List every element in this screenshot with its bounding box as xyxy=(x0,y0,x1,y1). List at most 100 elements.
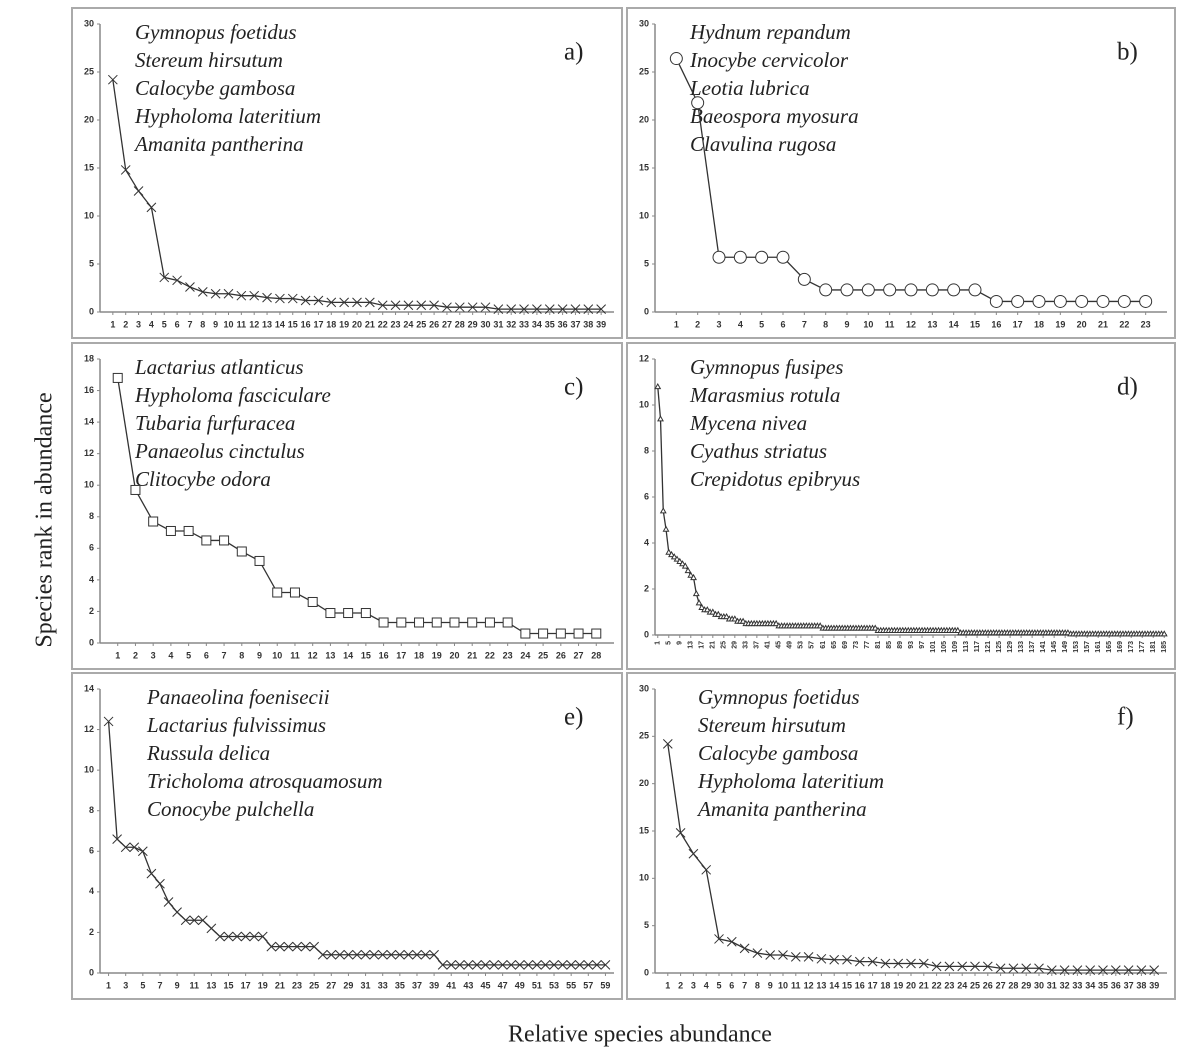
x-tick-label: 35 xyxy=(1098,980,1108,990)
x-tick-label: 36 xyxy=(1111,980,1121,990)
marker xyxy=(726,936,737,947)
x-tick-label: 137 xyxy=(1029,641,1036,653)
y-tick-label: 20 xyxy=(639,778,649,788)
x-tick-label: 141 xyxy=(1040,641,1047,653)
y-tick-label: 20 xyxy=(84,114,94,124)
marker xyxy=(262,292,272,303)
species-name: Gymnopus foetidus xyxy=(135,20,297,44)
marker xyxy=(540,960,551,970)
marker xyxy=(172,275,182,286)
marker xyxy=(189,915,200,926)
x-tick-label: 25 xyxy=(721,641,728,649)
marker xyxy=(396,617,407,628)
x-tick-label: 37 xyxy=(570,319,580,329)
x-tick-label: 18 xyxy=(326,319,336,329)
x-tick-label: 23 xyxy=(503,650,513,660)
x-tick-label: 14 xyxy=(275,319,285,329)
x-tick-label: 105 xyxy=(941,641,948,653)
x-tick-label: 9 xyxy=(213,319,218,329)
marker xyxy=(416,300,427,311)
x-tick-label: 13 xyxy=(206,980,216,990)
marker xyxy=(163,897,174,907)
x-tick-label: 20 xyxy=(449,650,459,660)
x-tick-label: 41 xyxy=(765,641,772,649)
x-tick-label: 29 xyxy=(1021,980,1031,990)
x-tick-label: 39 xyxy=(1149,980,1159,990)
marker xyxy=(215,931,225,942)
marker xyxy=(257,931,268,942)
marker xyxy=(467,302,478,313)
marker xyxy=(816,622,824,629)
marker xyxy=(1149,965,1160,976)
x-tick-label: 37 xyxy=(412,980,422,990)
marker xyxy=(313,295,324,306)
marker xyxy=(463,960,474,970)
marker xyxy=(701,864,712,875)
x-tick-label: 9 xyxy=(844,319,849,329)
marker xyxy=(968,283,982,297)
marker xyxy=(403,300,414,311)
marker xyxy=(583,304,594,314)
x-tick-label: 30 xyxy=(1034,980,1044,990)
x-tick-label: 32 xyxy=(506,319,516,329)
x-tick-label: 45 xyxy=(776,641,783,649)
x-tick-label: 17 xyxy=(313,319,323,329)
y-tick-label: 10 xyxy=(84,765,94,775)
x-tick-label: 11 xyxy=(885,319,895,329)
marker xyxy=(1008,963,1019,974)
marker xyxy=(688,848,699,859)
marker xyxy=(454,960,465,970)
x-tick-label: 22 xyxy=(485,650,495,660)
marker xyxy=(819,283,833,297)
marker xyxy=(420,949,431,960)
x-tick-label: 14 xyxy=(829,980,839,990)
y-tick-label: 0 xyxy=(644,629,649,639)
x-tick-label: 17 xyxy=(241,980,251,990)
x-tick-label: 81 xyxy=(875,641,882,649)
x-tick-label: 13 xyxy=(816,980,826,990)
marker xyxy=(538,628,549,639)
y-tick-label: 14 xyxy=(84,416,94,426)
marker xyxy=(703,606,711,613)
x-tick-label: 49 xyxy=(787,641,794,649)
species-name: Lactarius atlanticus xyxy=(134,355,304,379)
x-tick-label: 21 xyxy=(1098,319,1108,329)
marker xyxy=(776,250,790,264)
marker xyxy=(484,617,495,628)
marker xyxy=(657,415,664,422)
marker xyxy=(112,372,123,383)
y-tick-label: 10 xyxy=(639,210,649,220)
x-tick-label: 12 xyxy=(804,980,814,990)
species-name: Hydnum repandum xyxy=(689,20,851,44)
x-tick-label: 125 xyxy=(996,641,1003,653)
x-tick-label: 7 xyxy=(802,319,807,329)
y-tick-label: 8 xyxy=(89,805,94,815)
x-tick-label: 57 xyxy=(809,641,816,649)
marker xyxy=(489,960,499,970)
marker xyxy=(1046,965,1057,976)
marker xyxy=(676,557,684,564)
x-tick-label: 21 xyxy=(919,980,929,990)
marker xyxy=(544,304,555,314)
marker xyxy=(739,617,747,624)
species-name: Amanita pantherina xyxy=(133,132,304,156)
y-tick-label: 25 xyxy=(639,731,649,741)
x-tick-label: 49 xyxy=(515,980,525,990)
y-tick-label: 15 xyxy=(84,162,94,172)
x-tick-label: 15 xyxy=(970,319,980,329)
x-tick-label: 17 xyxy=(396,650,406,660)
marker xyxy=(944,961,955,972)
marker xyxy=(816,953,827,964)
y-tick-label: 18 xyxy=(84,353,94,363)
x-tick-label: 11 xyxy=(290,650,300,660)
marker xyxy=(670,553,678,560)
marker xyxy=(566,960,577,970)
x-tick-label: 33 xyxy=(743,641,750,649)
panel-label: f) xyxy=(1117,704,1134,731)
x-tick-label: 25 xyxy=(416,319,426,329)
marker xyxy=(880,958,891,969)
marker xyxy=(206,923,217,934)
marker xyxy=(668,550,675,558)
x-tick-label: 33 xyxy=(519,319,529,329)
